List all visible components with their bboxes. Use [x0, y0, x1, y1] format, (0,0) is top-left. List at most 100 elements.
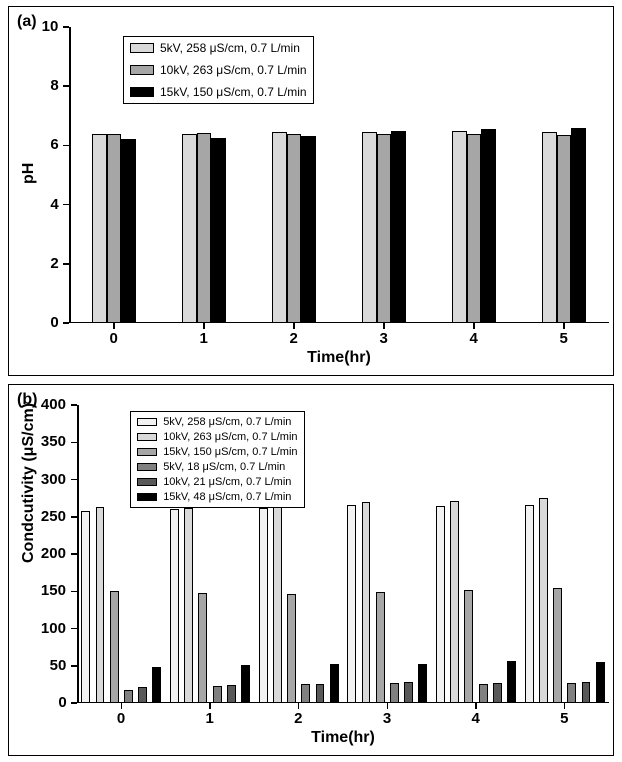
panelA-legend-label: 10kV, 263 μS/cm, 0.7 L/min — [160, 63, 307, 77]
panelA-ytick — [63, 263, 69, 265]
panelA-bar — [571, 128, 585, 323]
panelB-axes: 0501001502002503003504000123455kV, 258 μ… — [77, 405, 609, 703]
panelB-yticklabel: 50 — [50, 657, 67, 674]
panelB-ytick — [71, 479, 77, 481]
panelB-xtick — [121, 703, 123, 709]
panelA-bar — [377, 134, 391, 323]
panelB-bar — [213, 686, 222, 703]
figure: (a) 02468100123455kV, 258 μS/cm, 0.7 L/mi… — [0, 0, 622, 762]
panelA-bar — [362, 132, 376, 323]
panelA-xticklabel: 2 — [290, 330, 298, 347]
panelB-bar — [362, 502, 371, 703]
panelA-bar — [467, 134, 481, 323]
panelB-bar — [241, 665, 250, 703]
panelB-legend-swatch — [137, 418, 157, 426]
panelB-xticklabel: 2 — [294, 710, 302, 727]
panelB-bar — [464, 590, 473, 703]
panelB-legend-row: 5kV, 258 μS/cm, 0.7 L/min — [137, 416, 297, 428]
panelA-legend-row: 15kV, 150 μS/cm, 0.7 L/min — [130, 85, 307, 99]
panelA-ytick — [63, 204, 69, 206]
panelA-ytick — [63, 85, 69, 87]
panelA-xtick — [113, 323, 115, 329]
panelA-bar — [182, 134, 196, 323]
panelB-xticklabel: 0 — [117, 710, 125, 727]
panelA-bar — [197, 133, 211, 323]
panelB-xtick — [475, 703, 477, 709]
panelB-bar — [124, 690, 133, 703]
panelB-xtick — [298, 703, 300, 709]
panelA-xticklabel: 1 — [200, 330, 208, 347]
panelB-legend-swatch — [137, 463, 157, 471]
panelB-bar — [525, 505, 534, 703]
panelB-legend-label: 5kV, 18 μS/cm, 0.7 L/min — [163, 461, 285, 473]
panelB-legend-label: 10kV, 263 μS/cm, 0.7 L/min — [163, 431, 297, 443]
panelA-legend-row: 10kV, 263 μS/cm, 0.7 L/min — [130, 63, 307, 77]
panelB-panel: (b)0501001502002503003504000123455kV, 25… — [8, 384, 614, 756]
panelB-yticklabel: 0 — [58, 694, 67, 711]
panelB-bar — [553, 588, 562, 703]
panelA-legend-swatch — [130, 87, 154, 97]
panelA-ytick — [63, 322, 69, 324]
panelA-bar — [107, 134, 121, 323]
panelA-bar — [272, 132, 286, 323]
panelB-bar — [259, 508, 268, 703]
panelB-bar — [330, 664, 339, 703]
panelA-ylabel: pH — [20, 164, 38, 184]
panelB-legend-swatch — [137, 493, 157, 501]
panelA-legend-label: 5kV, 258 μS/cm, 0.7 L/min — [160, 41, 300, 55]
panelA-xtick — [473, 323, 475, 329]
panelA-bar — [211, 138, 225, 323]
panelB-bar — [170, 509, 179, 703]
panelB-ytick — [71, 553, 77, 555]
panelB-legend-label: 15kV, 150 μS/cm, 0.7 L/min — [163, 446, 297, 458]
panelB-bar — [81, 511, 90, 703]
panelB-legend-swatch — [137, 433, 157, 441]
panelA-ytick — [63, 26, 69, 28]
panelA-yticklabel: 8 — [50, 77, 59, 94]
panelA-label: (a) — [17, 13, 37, 31]
panelA-xtick — [383, 323, 385, 329]
panelB-bar — [96, 507, 105, 703]
panelA-xticklabel: 3 — [380, 330, 388, 347]
panelB-bar — [507, 661, 516, 703]
panelB-bar — [567, 683, 576, 703]
panelA-bar — [287, 134, 301, 323]
panelB-bar — [390, 683, 399, 703]
panelB-legend-row: 15kV, 150 μS/cm, 0.7 L/min — [137, 446, 297, 458]
panelB-bar — [450, 501, 459, 703]
panelB-legend-swatch — [137, 478, 157, 486]
panelB-bar — [493, 683, 502, 703]
panelB-ylabel: Condcutivity (μS/cm) — [20, 543, 38, 563]
panelB-legend: 5kV, 258 μS/cm, 0.7 L/min 10kV, 263 μS/cm… — [130, 411, 304, 508]
panelB-legend-label: 15kV, 48 μS/cm, 0.7 L/min — [163, 491, 291, 503]
panelB-yticklabel: 100 — [41, 620, 67, 637]
panelA-bar — [391, 131, 405, 323]
panelA-axes: 02468100123455kV, 258 μS/cm, 0.7 L/min10… — [69, 27, 609, 323]
panelB-ytick — [71, 665, 77, 667]
panelA-bar — [301, 136, 315, 323]
panelA-xtick — [563, 323, 565, 329]
panelA-legend: 5kV, 258 μS/cm, 0.7 L/min 10kV, 263 μS/cm… — [123, 36, 314, 104]
panelA-yticklabel: 10 — [42, 18, 59, 35]
panelB-xtick — [564, 703, 566, 709]
panelB-legend-label: 10kV, 21 μS/cm, 0.7 L/min — [163, 476, 291, 488]
panelB-bar — [198, 593, 207, 703]
panelB-ytick — [71, 404, 77, 406]
panelB-bar — [376, 592, 385, 703]
panelA-legend-swatch — [130, 43, 154, 53]
panelB-bar — [316, 684, 325, 703]
panelB-legend-swatch — [137, 448, 157, 456]
panelB-xticklabel: 3 — [383, 710, 391, 727]
panelB-legend-row: 10kV, 263 μS/cm, 0.7 L/min — [137, 431, 297, 443]
panelB-ytick — [71, 516, 77, 518]
panelA-legend-label: 15kV, 150 μS/cm, 0.7 L/min — [160, 85, 307, 99]
panelB-yaxis — [77, 405, 79, 703]
panelA-legend-swatch — [130, 65, 154, 75]
panelB-yticklabel: 400 — [41, 396, 67, 413]
panelA-yticklabel: 6 — [50, 136, 59, 153]
panelA-bar — [542, 132, 556, 323]
panelA-xticklabel: 0 — [110, 330, 118, 347]
panelB-bar — [582, 682, 591, 703]
panelA-xtick — [203, 323, 205, 329]
panelB-yticklabel: 250 — [41, 508, 67, 525]
